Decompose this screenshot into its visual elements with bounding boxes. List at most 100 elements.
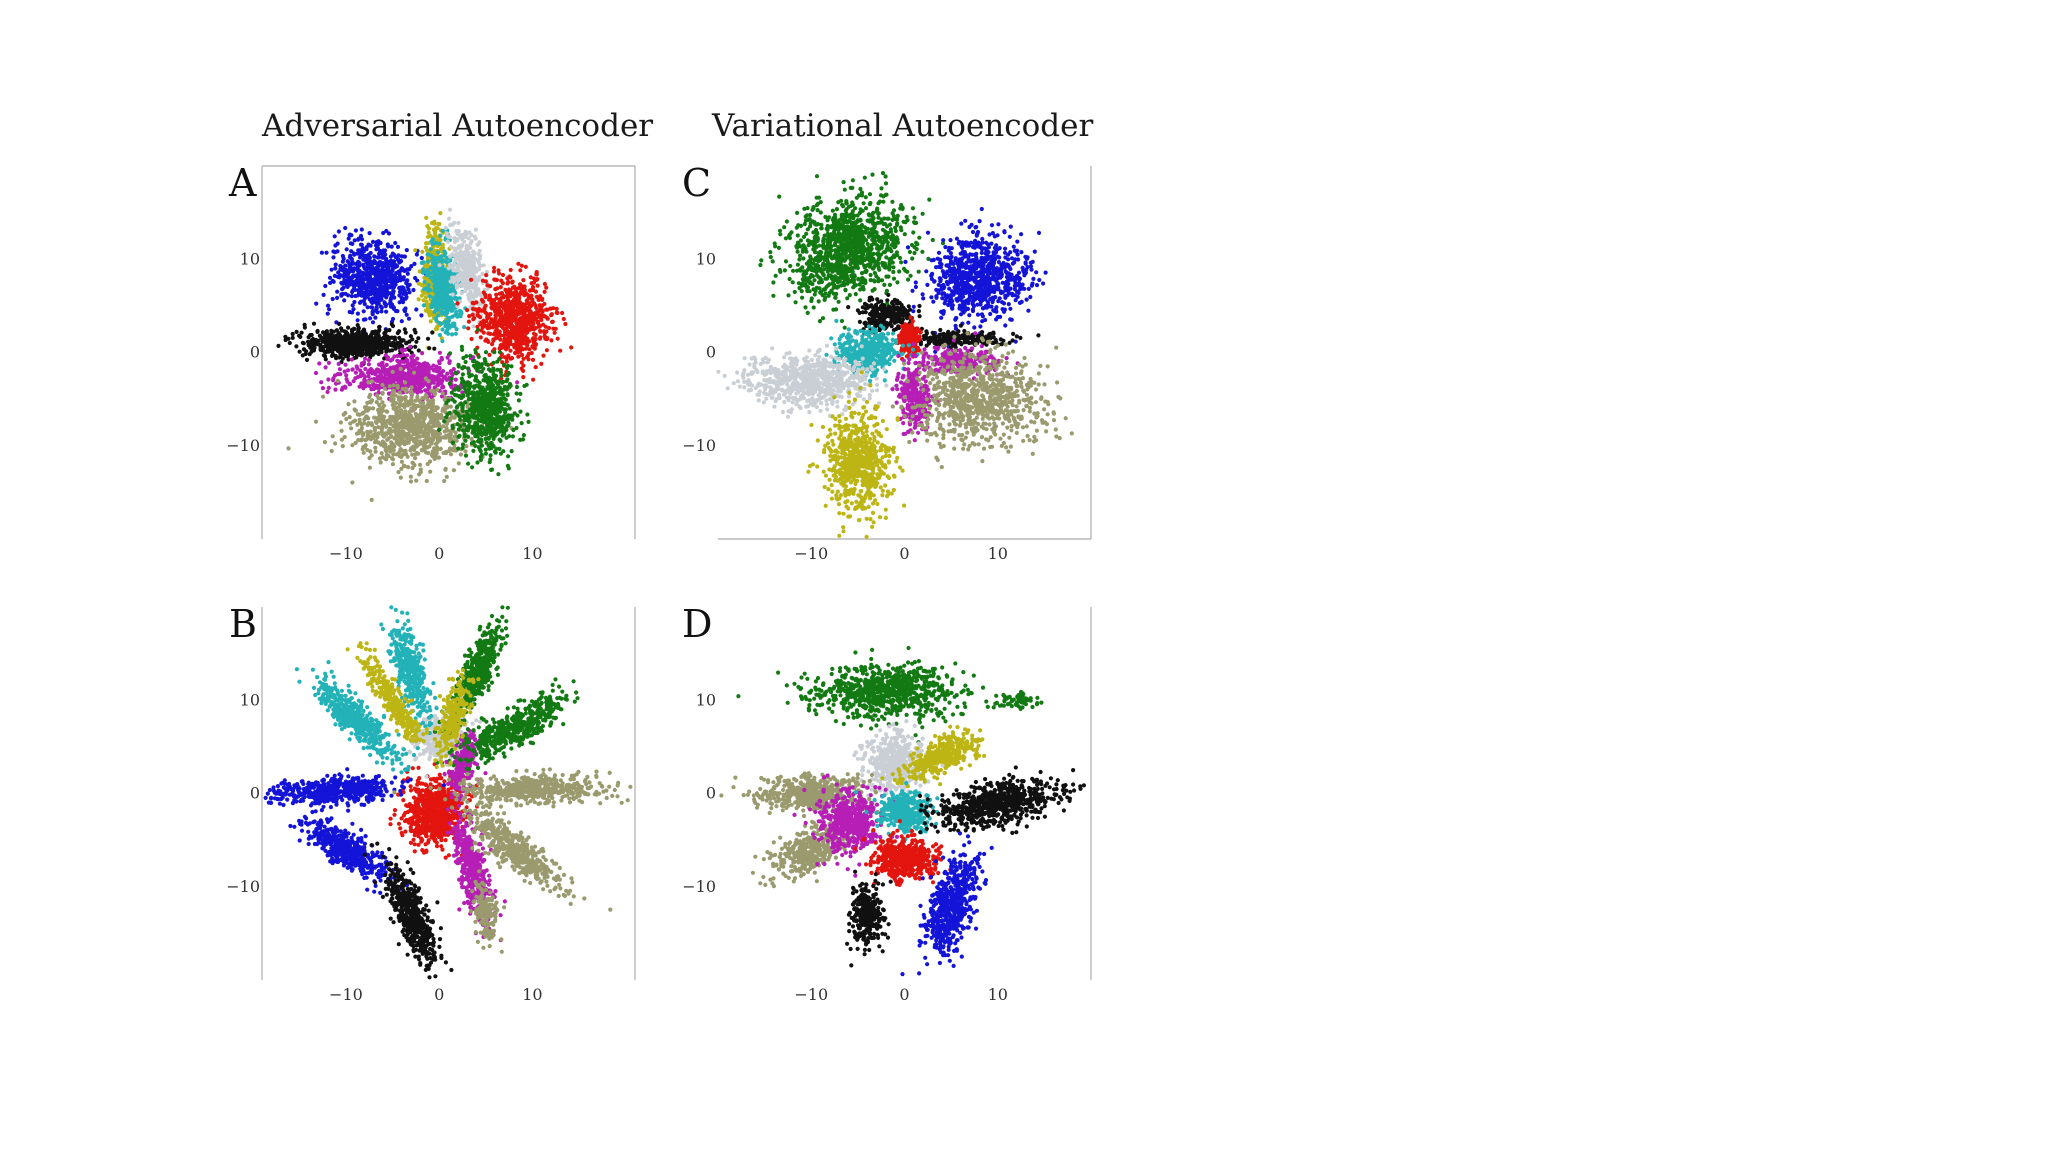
point xyxy=(340,287,345,292)
point xyxy=(381,230,386,236)
point xyxy=(400,266,405,271)
point xyxy=(340,444,345,449)
point xyxy=(437,361,442,366)
point xyxy=(518,268,523,273)
point xyxy=(496,472,501,477)
point xyxy=(497,291,502,296)
point xyxy=(337,321,342,326)
point xyxy=(399,408,404,413)
point xyxy=(429,305,434,310)
point xyxy=(491,300,497,305)
point xyxy=(468,241,473,246)
point xyxy=(416,348,421,353)
point xyxy=(390,251,395,256)
point xyxy=(358,368,363,373)
point xyxy=(455,301,460,306)
point xyxy=(300,340,305,345)
point xyxy=(347,232,352,237)
point xyxy=(371,383,376,388)
point xyxy=(497,357,502,362)
point xyxy=(412,327,417,332)
point xyxy=(414,381,419,386)
point xyxy=(510,280,515,285)
point xyxy=(460,372,465,377)
point xyxy=(426,226,432,231)
point xyxy=(459,290,464,295)
point xyxy=(315,329,320,334)
point xyxy=(379,361,384,366)
point xyxy=(332,273,337,278)
point xyxy=(334,356,339,361)
point xyxy=(322,440,327,445)
point xyxy=(380,414,385,419)
point xyxy=(365,273,370,278)
point xyxy=(442,478,447,484)
point xyxy=(353,376,358,381)
point xyxy=(420,424,425,429)
point xyxy=(369,387,374,392)
point xyxy=(432,346,437,351)
point xyxy=(390,316,396,322)
point xyxy=(409,264,414,269)
point xyxy=(533,316,539,321)
point xyxy=(389,322,394,327)
point xyxy=(424,241,429,246)
point xyxy=(319,380,324,385)
point xyxy=(443,225,448,231)
point xyxy=(339,340,344,345)
point xyxy=(494,292,499,297)
point xyxy=(519,263,524,268)
point xyxy=(534,272,539,277)
point xyxy=(364,267,369,272)
point xyxy=(345,284,350,289)
point xyxy=(339,428,344,433)
point xyxy=(445,275,450,280)
point xyxy=(465,261,471,266)
point xyxy=(542,281,548,287)
point xyxy=(326,385,331,390)
point xyxy=(542,331,547,336)
point xyxy=(426,287,431,292)
point xyxy=(367,231,372,236)
point xyxy=(425,336,431,341)
point xyxy=(419,260,424,265)
point xyxy=(428,234,433,239)
point xyxy=(305,339,311,344)
point xyxy=(447,235,452,240)
point xyxy=(345,274,350,279)
point xyxy=(350,480,355,485)
point xyxy=(473,286,478,291)
point xyxy=(361,293,366,298)
point xyxy=(362,377,367,382)
point xyxy=(439,357,444,362)
point xyxy=(379,269,384,274)
point xyxy=(439,295,444,300)
point xyxy=(467,230,472,235)
point xyxy=(365,305,370,310)
point xyxy=(494,329,499,334)
point xyxy=(396,379,401,384)
point xyxy=(455,422,460,427)
point xyxy=(387,426,392,431)
point xyxy=(418,430,423,435)
point xyxy=(481,299,486,304)
point xyxy=(375,255,380,260)
point xyxy=(376,240,381,245)
point xyxy=(466,461,471,466)
point xyxy=(476,252,481,257)
point xyxy=(531,377,536,382)
point xyxy=(522,312,527,317)
point xyxy=(401,463,406,468)
point xyxy=(371,347,377,352)
point xyxy=(428,319,433,324)
point xyxy=(386,284,391,289)
point xyxy=(440,242,445,247)
point xyxy=(420,351,425,356)
point xyxy=(370,288,375,294)
point xyxy=(369,265,374,270)
point xyxy=(522,287,527,292)
point xyxy=(500,272,506,278)
point xyxy=(368,449,373,454)
point xyxy=(388,375,393,380)
